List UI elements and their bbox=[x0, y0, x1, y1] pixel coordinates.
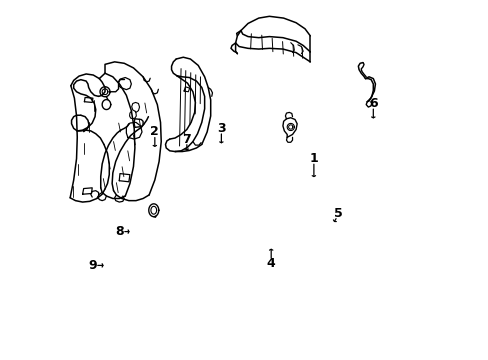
Text: 1: 1 bbox=[309, 152, 318, 165]
Text: 2: 2 bbox=[150, 126, 159, 139]
Text: 8: 8 bbox=[115, 225, 123, 238]
Text: 7: 7 bbox=[182, 132, 191, 145]
Text: 6: 6 bbox=[368, 97, 377, 110]
Text: 5: 5 bbox=[334, 207, 343, 220]
Text: 4: 4 bbox=[266, 257, 275, 270]
Text: 9: 9 bbox=[88, 259, 96, 272]
Text: 3: 3 bbox=[217, 122, 225, 135]
